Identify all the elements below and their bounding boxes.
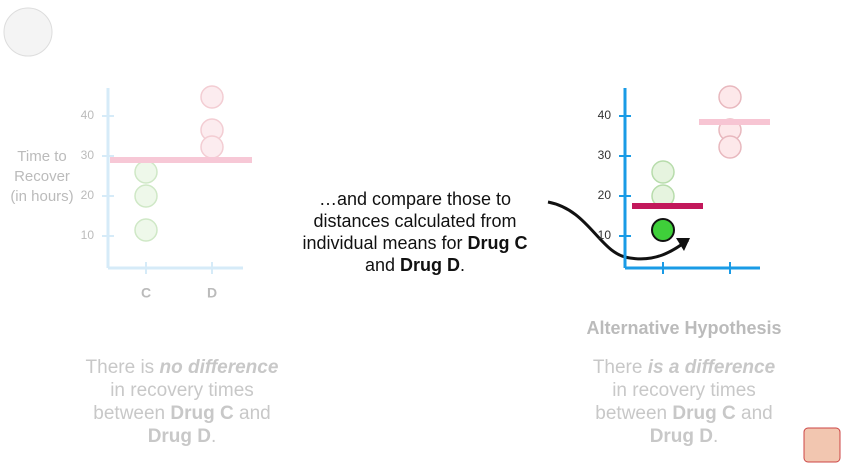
data-point xyxy=(200,85,224,109)
y-axis-label: Time to xyxy=(17,148,66,165)
logo xyxy=(3,7,53,57)
text-line: There is a difference xyxy=(593,357,776,378)
text-run: . xyxy=(460,255,465,275)
y-axis-label: Recover xyxy=(14,168,70,185)
text-run: . xyxy=(713,426,718,447)
y-tick-label: 10 xyxy=(81,228,95,242)
data-point xyxy=(651,218,675,242)
text-run: Drug D xyxy=(400,255,460,275)
text-line: …and compare those to xyxy=(319,189,511,209)
x-tick-label: D xyxy=(207,285,217,301)
data-point xyxy=(134,218,158,242)
text-run: individual means for xyxy=(302,233,467,253)
text-run: in recovery times xyxy=(612,380,756,401)
data-point xyxy=(134,160,158,184)
text-run: …and compare those to xyxy=(319,189,511,209)
data-point xyxy=(200,135,224,159)
text-line: individual means for Drug C xyxy=(302,233,527,253)
data-point xyxy=(134,184,158,208)
text-run: . xyxy=(211,426,216,447)
text-line: between Drug C and xyxy=(595,403,772,424)
text-run: no difference xyxy=(159,357,278,378)
text-line: and Drug D. xyxy=(365,255,465,275)
y-tick-label: 40 xyxy=(81,108,95,122)
y-tick-label: 40 xyxy=(598,108,612,122)
panel-title: Alternative Hypothesis xyxy=(586,318,781,338)
text-line: Drug D. xyxy=(148,426,217,447)
text-run: in recovery times xyxy=(110,380,254,401)
text-run: and xyxy=(736,403,773,424)
x-tick-label: C xyxy=(141,285,151,301)
text-line: distances calculated from xyxy=(313,211,516,231)
text-run: Drug D xyxy=(650,426,713,447)
text-line: in recovery times xyxy=(612,380,756,401)
text-run: There xyxy=(593,357,648,378)
text-run: distances calculated from xyxy=(313,211,516,231)
y-tick-label: 30 xyxy=(81,148,95,162)
logo xyxy=(803,427,841,463)
text-line: Drug D. xyxy=(650,426,719,447)
text-run: There is xyxy=(86,357,160,378)
text-run: Drug C xyxy=(170,403,234,424)
text-run: between xyxy=(93,403,170,424)
data-point xyxy=(651,160,675,184)
text-line: between Drug C and xyxy=(93,403,270,424)
arrow xyxy=(547,200,689,261)
y-axis-label: (in hours) xyxy=(10,188,73,205)
y-tick-label: 30 xyxy=(598,148,612,162)
text-line: in recovery times xyxy=(110,380,254,401)
text-run: Drug C xyxy=(468,233,528,253)
text-run: and xyxy=(365,255,400,275)
text-run: Drug D xyxy=(148,426,211,447)
text-run: Drug C xyxy=(672,403,736,424)
arrow-head xyxy=(676,238,690,251)
text-run: between xyxy=(595,403,672,424)
data-point xyxy=(718,85,742,109)
y-tick-label: 20 xyxy=(598,188,612,202)
text-line: There is no difference xyxy=(86,357,279,378)
text-run: is a difference xyxy=(648,357,776,378)
y-tick-label: 10 xyxy=(598,228,612,242)
y-tick-label: 20 xyxy=(81,188,95,202)
data-point xyxy=(718,135,742,159)
text-run: and xyxy=(234,403,271,424)
